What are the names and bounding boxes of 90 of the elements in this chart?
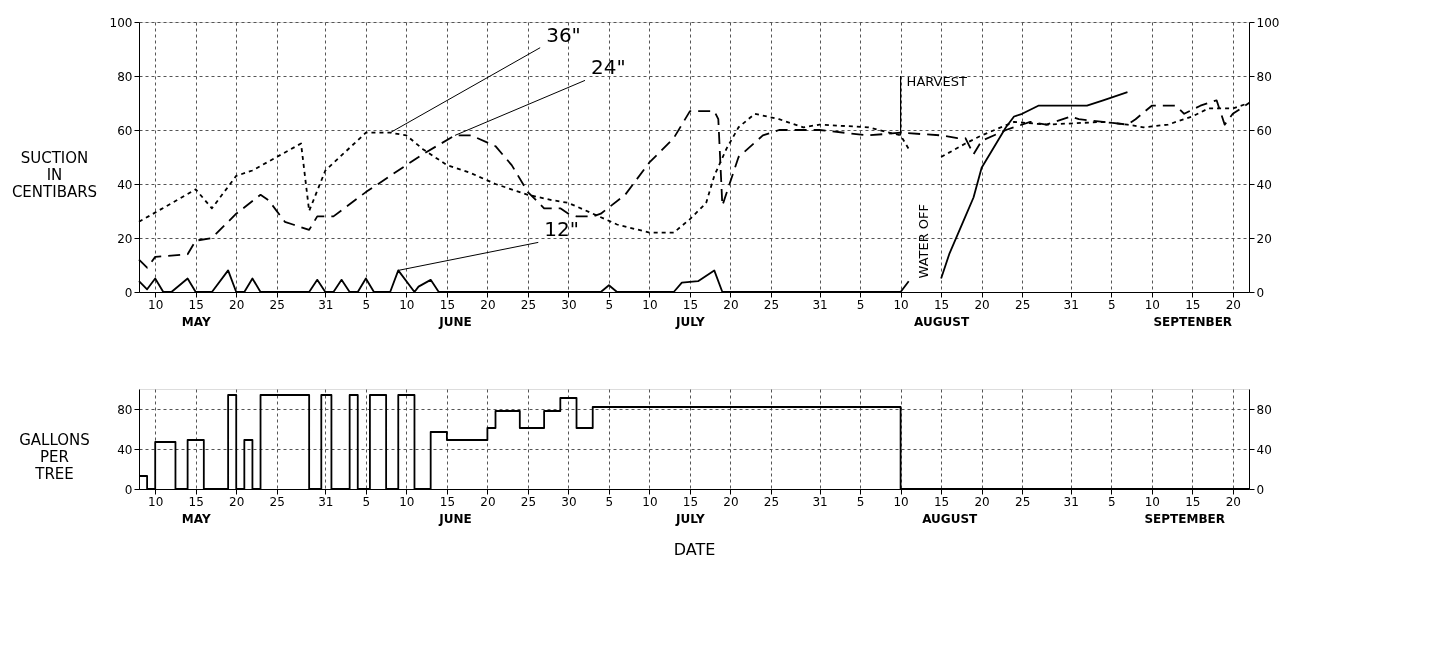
- x-tick-label: 30: [561, 297, 577, 312]
- y2-tick-label: 60: [1256, 123, 1272, 138]
- x-tick-label: 31: [812, 297, 828, 312]
- x-tick-label: 25: [520, 494, 537, 509]
- y-tick-label: 40: [117, 177, 133, 192]
- x2-tick-label: SEPTEMBER: [1144, 511, 1225, 526]
- x-tick-label: 15: [439, 297, 456, 312]
- x-tick-label: 5: [362, 297, 371, 312]
- x-tick-label: 10: [642, 297, 658, 312]
- text: 36": [546, 22, 581, 47]
- x-tick-label: 15: [682, 297, 699, 312]
- x-tick-label: 15: [682, 494, 699, 509]
- x2-tick-label: AUGUST: [922, 511, 979, 526]
- x-tick-label: 5: [856, 494, 865, 509]
- text: 12": [544, 217, 579, 242]
- y2-tick-label: 100: [1256, 15, 1280, 30]
- x-tick-label: 5: [1107, 297, 1116, 312]
- y2-tick-label: 0: [1256, 482, 1265, 497]
- x-tick-label: 31: [1063, 297, 1079, 312]
- y-tick-label: 0: [124, 285, 133, 300]
- y2-tick-label: 80: [1256, 69, 1272, 84]
- y2-tick-label: 80: [1256, 402, 1272, 417]
- x-tick-label: 25: [520, 297, 537, 312]
- annotation: WATER OFF: [916, 203, 932, 279]
- x-tick-label: 10: [148, 494, 164, 509]
- x-tick-label: 25: [269, 494, 285, 509]
- x-tick-label: 10: [399, 494, 415, 509]
- x2-tick-label: MAY: [181, 314, 211, 329]
- x-tick-label: 20: [1225, 494, 1241, 509]
- y2-tick-label: 40: [1256, 442, 1272, 457]
- x-tick-label: 15: [933, 494, 950, 509]
- x-tick-label: 20: [723, 297, 739, 312]
- x2-tick-label: AUGUST: [914, 314, 970, 329]
- x-tick-label: 20: [974, 494, 990, 509]
- x-tick-label: 5: [1107, 494, 1116, 509]
- x-tick-label: 10: [148, 297, 164, 312]
- x-tick-label: 25: [1015, 297, 1031, 312]
- x-tick-label: 20: [480, 494, 496, 509]
- y-tick-label: 0: [124, 482, 133, 497]
- x-tick-label: 5: [605, 297, 614, 312]
- x-tick-label: 10: [1144, 297, 1160, 312]
- x-tick-label: 20: [480, 297, 496, 312]
- x-axis-title: DATE: [673, 539, 716, 559]
- x-tick-label: 10: [893, 494, 909, 509]
- x-tick-label: 30: [561, 494, 577, 509]
- x-tick-label: 5: [856, 297, 865, 312]
- x-tick-label: 10: [642, 494, 658, 509]
- x-tick-label: 5: [605, 494, 614, 509]
- x-tick-label: 20: [229, 494, 245, 509]
- y-tick-label: 80: [117, 69, 133, 84]
- x-tick-label: 15: [188, 297, 204, 312]
- x-tick-label: 10: [1144, 494, 1160, 509]
- x-tick-label: 20: [1225, 297, 1241, 312]
- x2-tick-label: SEPTENBER: [1153, 314, 1233, 329]
- x-tick-label: 25: [763, 297, 780, 312]
- x2-tick-label: JUNE: [438, 511, 472, 526]
- x-tick-label: 15: [188, 494, 204, 509]
- x-tick-label: 25: [763, 494, 780, 509]
- x-tick-label: 20: [723, 494, 739, 509]
- y-tick-label: 60: [117, 123, 133, 138]
- x-tick-label: 10: [893, 297, 909, 312]
- x2-tick-label: MAY: [181, 511, 211, 526]
- x-tick-label: 31: [812, 494, 828, 509]
- y-axis-title: SUCTION IN CENTIBARS: [11, 148, 98, 201]
- x-tick-label: 10: [399, 297, 415, 312]
- x-tick-label: 31: [318, 494, 334, 509]
- x-tick-label: 15: [1185, 297, 1201, 312]
- x-tick-label: 15: [1185, 494, 1201, 509]
- y-axis-title: GALLONS PER TREE: [19, 430, 90, 483]
- x-tick-label: 20: [229, 297, 245, 312]
- x-tick-label: 20: [974, 297, 990, 312]
- y2-tick-label: 20: [1256, 231, 1272, 246]
- ref-line-label: HARVEST: [906, 74, 967, 89]
- y-tick-label: 80: [117, 402, 133, 417]
- text: 24": [590, 55, 626, 80]
- x-tick-label: 15: [933, 297, 950, 312]
- x2-tick-label: JULY: [675, 511, 706, 526]
- y-tick-label: 40: [117, 442, 133, 457]
- x-tick-label: 5: [362, 494, 371, 509]
- x-tick-label: 15: [439, 494, 456, 509]
- x2-tick-label: JUNE: [438, 314, 472, 329]
- y-tick-label: 20: [117, 231, 133, 246]
- x-tick-label: 31: [1063, 494, 1079, 509]
- x2-tick-label: JULY: [675, 314, 706, 329]
- y2-tick-label: 0: [1256, 285, 1265, 300]
- x-tick-label: 25: [1015, 494, 1031, 509]
- y2-tick-label: 40: [1256, 177, 1272, 192]
- x-tick-label: 31: [318, 297, 334, 312]
- x-tick-label: 25: [269, 297, 285, 312]
- y-tick-label: 100: [109, 15, 133, 30]
